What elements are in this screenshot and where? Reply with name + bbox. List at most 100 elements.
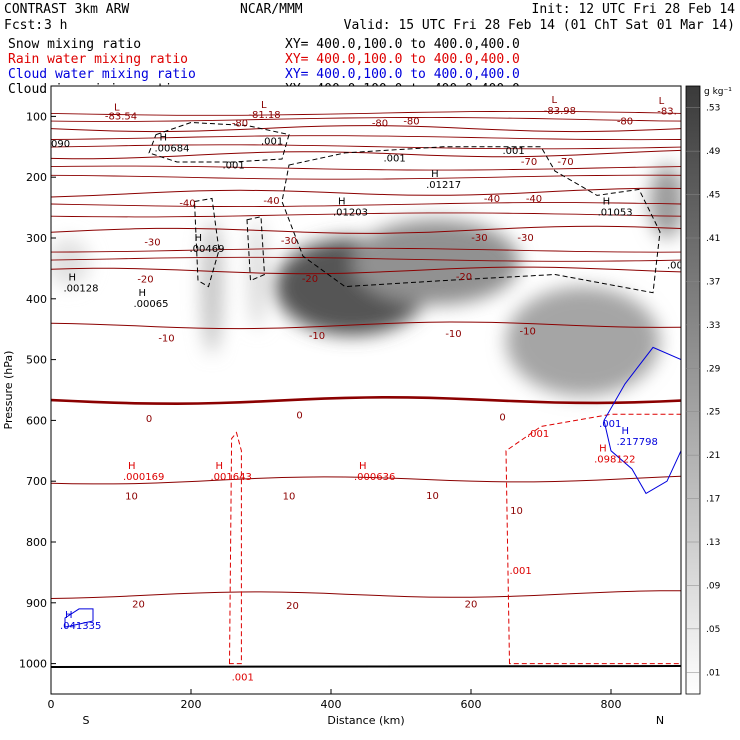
temperature-isotherms — [51, 110, 681, 599]
isotherm-minor — [51, 256, 681, 262]
y-axis-label: Pressure (hPa) — [2, 351, 15, 430]
isotherm--70 — [51, 149, 681, 160]
isotherm-label: -83. — [657, 107, 677, 118]
isotherm-label: -80 — [232, 119, 248, 130]
colorbar-level: .49 — [706, 147, 721, 157]
isotherm--30 — [51, 225, 681, 234]
y-tick-label: 900 — [26, 597, 47, 610]
contour-label: .001 — [527, 429, 549, 440]
plot-area: -83.54 -81.18 -83.98 -83. -80 -80 -80 -80 -70 -70… — [51, 86, 689, 694]
extremum-marker: H — [69, 273, 77, 284]
colorbar-level: .37 — [706, 277, 720, 287]
isotherm-label: -40 — [484, 194, 500, 205]
legend-label: Rain water mixing ratio — [8, 52, 188, 67]
isotherm-label: 0 — [499, 412, 505, 423]
ice-contour — [193, 197, 220, 288]
isotherm-label: -83.98 — [544, 106, 576, 117]
contour-label: .001 — [667, 260, 689, 271]
isotherm-label: -30 — [471, 233, 487, 244]
isotherm-label: -20 — [456, 272, 472, 283]
legend-xy: XY= 400.0,100.0 to 400.0,400.0 — [285, 52, 520, 67]
isotherm-label: 0 — [296, 411, 302, 422]
y-tick-label: 400 — [26, 293, 47, 306]
isotherm-0 — [51, 395, 681, 406]
isotherm-label: -30 — [144, 237, 160, 248]
ice-contour — [246, 216, 266, 282]
legend-xy: XY= 400.0,100.0 to 400.0,400.0 — [285, 37, 520, 52]
contour-label: .001 — [384, 153, 406, 164]
extremum-marker: H — [603, 197, 611, 208]
y-tick-label: 700 — [26, 475, 47, 488]
surface-line — [51, 665, 681, 668]
isotherm-minor — [51, 212, 681, 218]
isotherm-label: 10 — [125, 491, 138, 502]
contour-labels: -83.54 -81.18 -83.98 -83. -80 -80 -80 -80 -70 -70… — [51, 95, 689, 684]
legend-xy: XY= 400.0,100.0 to 400.0,400.0 — [285, 67, 520, 82]
y-tick-label: 500 — [26, 354, 47, 367]
isotherm--10 — [51, 321, 681, 330]
extremum-marker: L — [552, 95, 558, 106]
colorbar-level: .41 — [706, 234, 720, 244]
extremum-marker: L — [114, 102, 120, 113]
colorbar-level: .05 — [706, 625, 720, 635]
extremum-marker: L — [659, 96, 665, 107]
y-tick-label: 800 — [26, 536, 47, 549]
legend-label: Snow mixing ratio — [8, 37, 141, 52]
colorbar-bar — [685, 85, 701, 695]
colorbar-level: .29 — [706, 364, 721, 374]
isotherm-label: -40 — [263, 196, 279, 207]
contour-label: .001 — [261, 136, 283, 147]
x-tick-label: 600 — [461, 698, 482, 711]
isotherm-label: -20 — [137, 274, 153, 285]
colorbar: .01 .05 .09 .13 .17 .21 .25 .29 .33 .37 .41 .45 .49.… — [685, 85, 732, 695]
isotherm-label: -20 — [302, 274, 318, 285]
fcst-label: Fcst: — [4, 18, 43, 33]
extremum-marker: H — [622, 426, 630, 437]
colorbar-level: .33 — [706, 321, 720, 331]
colorbar-level: .09 — [706, 581, 721, 591]
extremum-marker: H — [65, 610, 73, 621]
isotherm-label: -10 — [309, 331, 325, 342]
contour-label: .001 — [503, 146, 525, 157]
extremum-value: .01217 — [426, 180, 461, 191]
y-tick-label: 300 — [26, 232, 47, 245]
extremum-marker: H — [128, 461, 136, 472]
isotherm-label: 0 — [146, 414, 152, 425]
isotherm-label: 10 — [510, 506, 523, 517]
y-tick-label: 1000 — [19, 658, 47, 671]
isotherm-minor — [51, 144, 681, 150]
valid-time: Valid: 15 UTC Fri 28 Feb 14 (01 ChT Sat … — [344, 18, 735, 33]
colorbar-level: .25 — [706, 408, 720, 418]
isotherm-minor — [51, 116, 681, 122]
extremum-marker: H — [195, 233, 203, 244]
isotherm-label: 20 — [132, 600, 145, 611]
extremum-marker: H — [139, 288, 147, 299]
extremum-value: .098122 — [594, 454, 635, 465]
isotherm-label: -80 — [372, 119, 388, 130]
isotherm-label: -70 — [521, 157, 537, 168]
isotherm-10 — [51, 475, 681, 485]
isotherm-label: -10 — [445, 329, 461, 340]
isotherm-label: 20 — [286, 601, 299, 612]
ice-contour — [281, 146, 661, 294]
extremum-value: .00469 — [190, 244, 225, 255]
cloud-water-contour — [603, 346, 681, 495]
extremum-marker: H — [599, 443, 607, 454]
isotherm-minor — [51, 135, 681, 141]
extremum-marker: H — [160, 133, 168, 144]
rain-contour — [228, 431, 242, 665]
isotherm--20 — [51, 266, 681, 275]
extremum-value: .00128 — [64, 284, 99, 295]
extremum-value: .000636 — [354, 472, 395, 483]
colorbar-level: .01 — [706, 668, 720, 678]
model-title: CONTRAST 3km ARW — [4, 2, 129, 17]
rain-contour — [505, 413, 681, 665]
x-tick-label: 0 — [48, 698, 55, 711]
cloud-water-contour — [64, 608, 94, 628]
extremum-value: .001643 — [211, 472, 252, 483]
isotherm-label: -10 — [520, 327, 536, 338]
isotherm-label: -40 — [179, 198, 195, 209]
extremum-marker: L — [261, 100, 267, 111]
colorbar-level: .45 — [706, 191, 720, 201]
